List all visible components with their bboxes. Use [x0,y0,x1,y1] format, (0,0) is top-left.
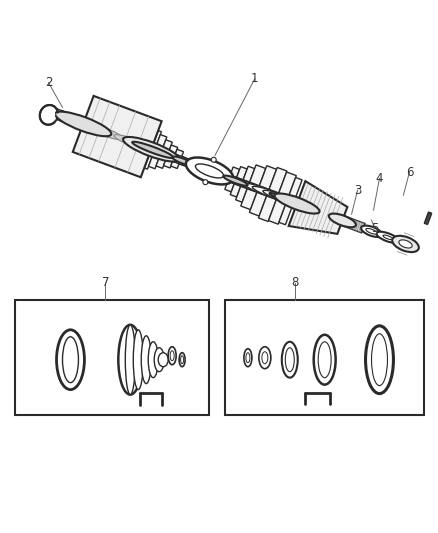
Ellipse shape [186,158,233,184]
Ellipse shape [168,347,176,365]
Polygon shape [279,177,302,225]
Polygon shape [258,167,287,222]
Ellipse shape [263,190,311,209]
Ellipse shape [259,347,271,369]
Ellipse shape [118,325,142,394]
Ellipse shape [228,177,256,189]
Ellipse shape [371,334,388,385]
Polygon shape [225,167,240,192]
Ellipse shape [145,146,177,160]
Ellipse shape [224,175,247,186]
Ellipse shape [63,337,78,383]
Ellipse shape [399,240,412,248]
Ellipse shape [173,157,191,165]
Ellipse shape [246,353,250,362]
Polygon shape [148,134,167,169]
Bar [14,300,209,415]
Polygon shape [52,108,81,127]
Polygon shape [236,166,254,202]
Ellipse shape [133,330,143,390]
Text: 4: 4 [376,172,383,185]
Polygon shape [289,181,347,234]
Ellipse shape [136,142,173,158]
Ellipse shape [237,181,279,197]
Ellipse shape [154,149,180,161]
Ellipse shape [148,342,158,378]
Ellipse shape [195,164,224,178]
Bar [225,300,424,415]
Polygon shape [341,216,365,233]
Ellipse shape [132,142,173,158]
Ellipse shape [392,236,419,252]
Ellipse shape [172,155,189,165]
Ellipse shape [329,214,356,227]
Ellipse shape [275,193,319,214]
Ellipse shape [122,138,167,156]
Ellipse shape [163,152,184,163]
Text: 6: 6 [406,166,413,179]
Text: 7: 7 [102,277,109,289]
Ellipse shape [314,335,336,385]
Polygon shape [59,111,81,127]
Polygon shape [268,172,297,224]
Text: 2: 2 [45,76,52,89]
Ellipse shape [366,326,393,393]
Polygon shape [249,166,276,216]
Ellipse shape [252,187,303,206]
Text: 8: 8 [291,277,298,289]
Polygon shape [424,212,432,224]
Ellipse shape [179,353,185,367]
Polygon shape [171,149,184,168]
Ellipse shape [318,342,331,378]
Ellipse shape [73,119,120,138]
Ellipse shape [211,157,216,162]
Ellipse shape [154,348,164,372]
Ellipse shape [141,336,151,384]
Ellipse shape [82,123,123,140]
Ellipse shape [262,352,268,364]
Ellipse shape [180,356,184,364]
Text: 3: 3 [354,184,361,197]
Ellipse shape [366,229,377,234]
Polygon shape [156,140,172,168]
Polygon shape [230,167,247,197]
Ellipse shape [170,351,174,361]
Polygon shape [73,96,162,177]
Ellipse shape [383,235,392,239]
Text: 1: 1 [251,72,258,85]
Ellipse shape [123,137,179,161]
Ellipse shape [285,348,294,372]
Ellipse shape [376,232,399,243]
Polygon shape [144,131,162,169]
Ellipse shape [271,193,316,211]
Ellipse shape [114,135,162,154]
Ellipse shape [203,180,208,184]
Polygon shape [163,145,178,168]
Ellipse shape [244,183,291,202]
Ellipse shape [158,353,168,367]
Polygon shape [241,165,266,209]
Ellipse shape [361,225,382,237]
Polygon shape [179,156,205,172]
Ellipse shape [223,175,247,185]
Ellipse shape [125,325,135,394]
Ellipse shape [244,349,252,367]
Polygon shape [201,162,231,185]
Ellipse shape [232,179,265,192]
Ellipse shape [269,193,318,212]
Ellipse shape [43,109,54,121]
Text: 5: 5 [371,222,378,235]
Ellipse shape [282,342,298,378]
Ellipse shape [40,105,58,125]
Ellipse shape [57,330,85,390]
Ellipse shape [55,111,111,136]
